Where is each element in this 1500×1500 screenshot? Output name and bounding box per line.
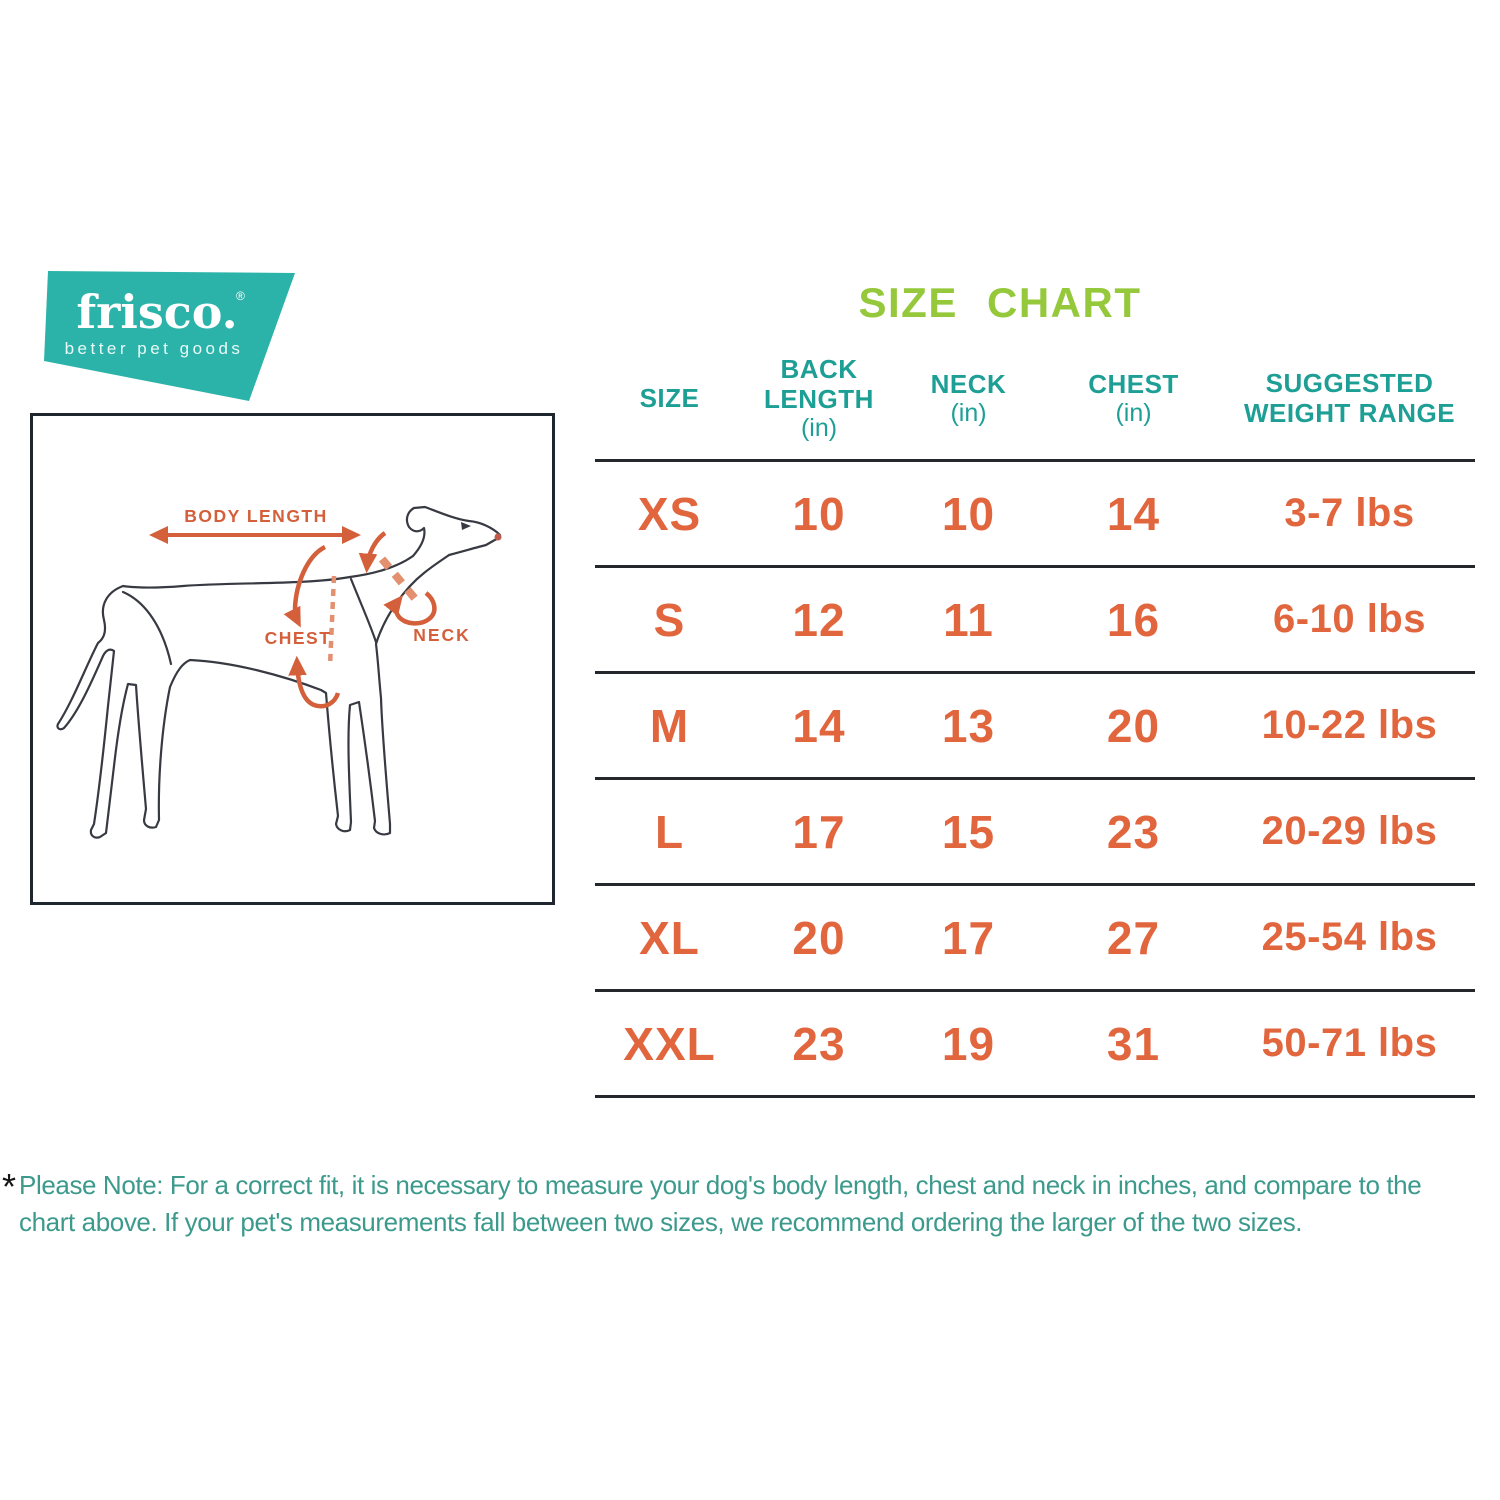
neck-band-dashed — [378, 556, 421, 604]
dog-outline — [56, 505, 502, 839]
neck-loop-upper — [358, 531, 387, 574]
brand-tagline: better pet goods — [65, 339, 244, 358]
arrow-left-head — [149, 526, 168, 544]
cell-neck: 19 — [941, 1017, 996, 1070]
measurement-annotations: BODY LENGTH CHEST NECK — [149, 506, 471, 709]
dog-illustration: BODY LENGTH CHEST NECK — [56, 505, 502, 839]
body-length-label: BODY LENGTH — [184, 506, 328, 526]
cell-back-length: 23 — [792, 1017, 846, 1070]
brand-name: frisco. — [76, 285, 237, 339]
shoulder-line — [349, 577, 378, 644]
cell-size: L — [654, 805, 685, 858]
neck-label: NECK — [413, 625, 471, 645]
dog-measurement-diagram: BODY LENGTH CHEST NECK — [30, 413, 555, 905]
chest-loop-upper — [283, 544, 327, 628]
cell-chest: 31 — [1106, 1017, 1161, 1070]
chest-loop-lower — [288, 655, 341, 709]
cell-neck: 10 — [941, 487, 996, 540]
cell-neck: 11 — [943, 593, 994, 646]
header-cell-chest: CHEST (in) — [1043, 368, 1224, 428]
header-cell-weight-range: SUGGESTED WEIGHT RANGE — [1224, 369, 1475, 427]
cell-back-length: 17 — [792, 805, 846, 858]
header-cell-size: SIZE — [595, 382, 744, 413]
cell-weight: 50-71 lbs — [1261, 1021, 1438, 1065]
cell-back-length: 12 — [792, 593, 846, 646]
table-row-s: S 12 11 16 6-10 lbs — [595, 568, 1475, 674]
header-cell-back-length: BACK LENGTH (in) — [744, 354, 894, 442]
table-row-l: L 17 15 23 20-29 lbs — [595, 780, 1475, 886]
cell-chest: 14 — [1106, 487, 1161, 540]
cell-size: S — [653, 593, 686, 646]
footnote-text: Please Note: For a correct fit, it is ne… — [19, 1170, 1422, 1237]
cell-back-length: 14 — [792, 699, 846, 752]
footnote-asterisk: * — [2, 1166, 17, 1207]
cell-neck: 13 — [941, 699, 996, 752]
cell-size: M — [649, 699, 690, 752]
chest-label: CHEST — [265, 628, 332, 648]
frisco-logo: frisco. ® better pet goods — [44, 271, 295, 401]
table-header-row: SIZE BACK LENGTH (in) NECK (in) CHEST (i… — [595, 338, 1475, 462]
cell-size: XL — [639, 911, 700, 964]
cell-back-length: 20 — [792, 911, 846, 964]
cell-chest: 27 — [1106, 911, 1161, 964]
cell-weight: 25-54 lbs — [1261, 915, 1438, 959]
table-row-xs: XS 10 10 14 3-7 lbs — [595, 462, 1475, 568]
cell-neck: 15 — [941, 805, 996, 858]
size-table: SIZE BACK LENGTH (in) NECK (in) CHEST (i… — [595, 338, 1475, 1098]
cell-size: XS — [637, 487, 702, 540]
table-row-xxl: XXL 23 19 31 50-71 lbs — [595, 992, 1475, 1098]
header-label: BACK LENGTH — [764, 354, 874, 414]
cell-neck: 17 — [941, 911, 996, 964]
arrow-right-head — [342, 526, 361, 544]
haunch-line — [121, 590, 173, 666]
cell-weight: 6-10 lbs — [1273, 597, 1426, 641]
cell-weight: 3-7 lbs — [1284, 491, 1415, 535]
table-row-m: M 14 13 20 10-22 lbs — [595, 674, 1475, 780]
chest-loop-hidden-dashed — [327, 575, 337, 667]
cell-size: XXL — [623, 1017, 716, 1070]
neck-loop-lower — [383, 591, 437, 626]
header-label: CHEST — [1088, 368, 1179, 399]
table-row-xl: XL 20 17 27 25-54 lbs — [595, 886, 1475, 992]
dog-eye — [461, 522, 471, 530]
header-label: SUGGESTED WEIGHT RANGE — [1243, 368, 1456, 428]
header-unit: (in) — [1115, 399, 1152, 428]
cell-weight: 10-22 lbs — [1261, 703, 1438, 747]
header-unit: (in) — [800, 413, 838, 442]
dog-nose — [494, 533, 502, 541]
size-chart-title: SIZE CHART — [858, 279, 1142, 326]
cell-weight: 20-29 lbs — [1261, 809, 1438, 853]
cell-chest: 16 — [1106, 593, 1161, 646]
header-unit: (in) — [950, 399, 987, 428]
cell-chest: 23 — [1106, 805, 1161, 858]
cell-chest: 20 — [1106, 699, 1161, 752]
header-cell-neck: NECK (in) — [894, 368, 1043, 428]
logo-banner-shape — [44, 271, 295, 401]
header-label: NECK — [930, 368, 1007, 399]
registered-mark: ® — [236, 289, 245, 303]
header-label: SIZE — [639, 382, 700, 413]
cell-back-length: 10 — [792, 487, 846, 540]
footnote: * Please Note: For a correct fit, it is … — [2, 1167, 1492, 1241]
